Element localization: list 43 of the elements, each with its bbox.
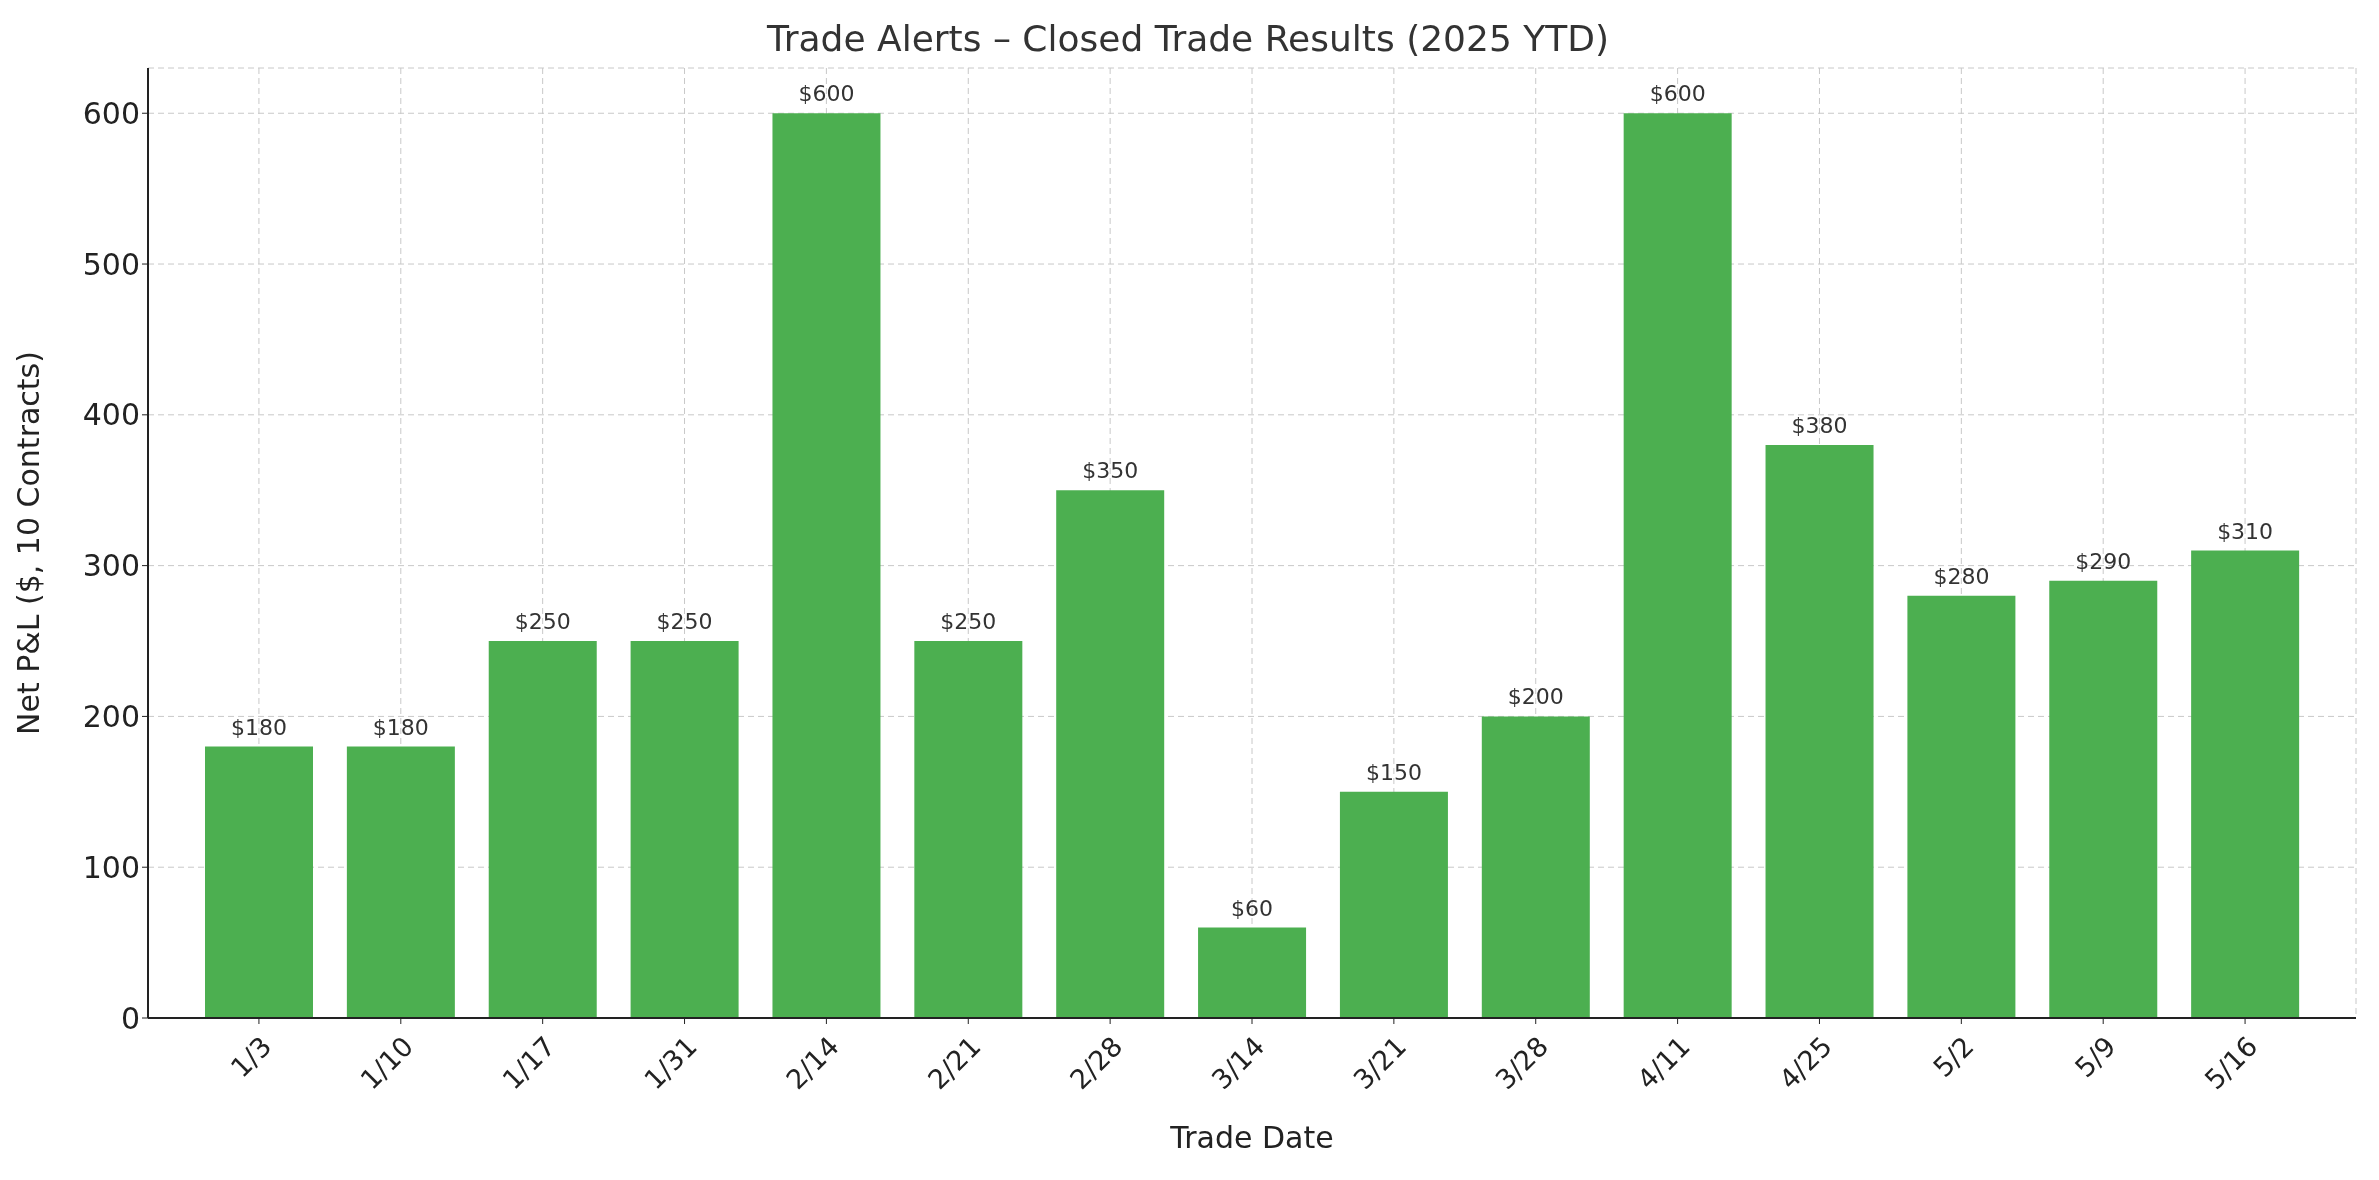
data-label: $250 xyxy=(514,609,571,635)
data-label: $150 xyxy=(1365,759,1422,785)
data-label: $290 xyxy=(2075,548,2132,574)
bar xyxy=(2191,550,2300,1018)
bar xyxy=(205,746,313,1018)
x-tick-label: 5/9 xyxy=(2068,1030,2122,1084)
y-tick-label: 200 xyxy=(82,699,140,735)
bar xyxy=(1339,791,1448,1018)
x-tick-label: 1/3 xyxy=(224,1030,278,1084)
data-label: $600 xyxy=(798,81,855,107)
bar xyxy=(1623,113,1732,1018)
data-label: $350 xyxy=(1082,458,1139,484)
chart-title: Trade Alerts – Closed Trade Results (2025 YTD) xyxy=(766,18,1610,59)
x-axis-title: Trade Date xyxy=(1169,1120,1334,1155)
data-label: $250 xyxy=(940,609,997,635)
data-label: $60 xyxy=(1231,895,1274,921)
data-label: $380 xyxy=(1791,412,1848,438)
data-label: $180 xyxy=(372,714,429,740)
bar xyxy=(772,113,881,1018)
bar xyxy=(1765,444,1874,1018)
y-tick-label: 600 xyxy=(82,95,140,131)
bar xyxy=(488,641,597,1018)
bar xyxy=(1481,716,1590,1018)
y-tick-label: 400 xyxy=(82,397,140,433)
data-label: $180 xyxy=(231,714,287,740)
y-tick-label: 500 xyxy=(82,246,140,282)
bar xyxy=(346,746,455,1018)
y-axis-title: Net P&L ($, 10 Contracts) xyxy=(10,351,46,735)
data-label: $200 xyxy=(1507,684,1564,710)
bar xyxy=(1198,927,1307,1018)
y-tick-label: 0 xyxy=(120,1000,140,1036)
bar xyxy=(1907,595,2016,1018)
bar xyxy=(914,641,1023,1018)
data-label: $600 xyxy=(1649,81,1706,107)
y-tick-label: 100 xyxy=(82,849,140,885)
bar xyxy=(2049,580,2158,1018)
x-tick-label: 5/2 xyxy=(1927,1030,1980,1084)
bar xyxy=(630,641,739,1018)
data-label: $280 xyxy=(1933,563,1990,589)
y-tick-label: 300 xyxy=(82,548,140,584)
bar xyxy=(1056,490,1165,1018)
data-label: $250 xyxy=(656,609,713,635)
data-label: $310 xyxy=(2217,518,2274,544)
